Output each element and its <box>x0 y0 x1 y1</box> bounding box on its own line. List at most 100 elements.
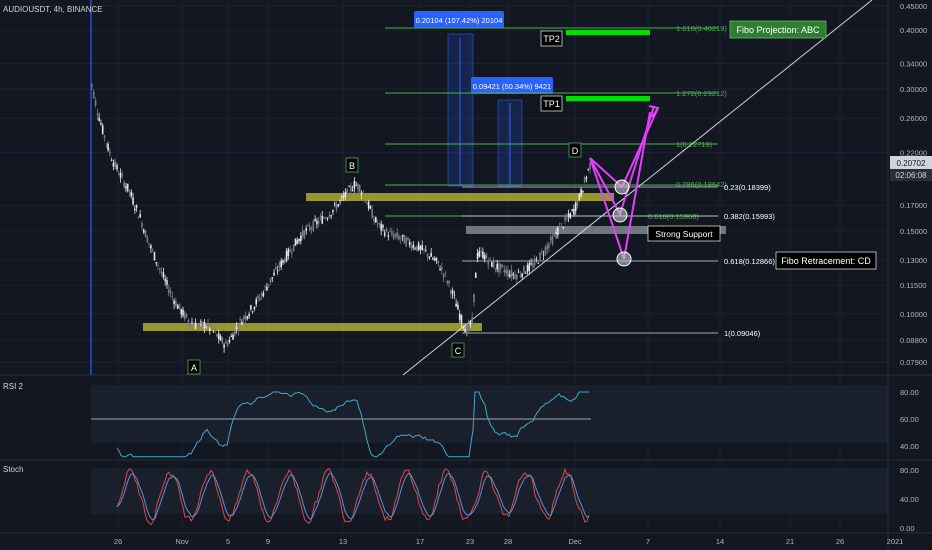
rsi-axis[interactable]: 80.00 60.00 40.00 <box>900 388 919 451</box>
candle-body <box>492 261 495 268</box>
candle-body <box>378 222 381 224</box>
candle-body <box>442 273 445 278</box>
fib-retracement-levels[interactable]: 0.23(0.18399) 0.382(0.15993) 0.618(0.128… <box>462 183 775 338</box>
candle-body <box>187 320 190 323</box>
candle-body <box>482 251 484 259</box>
candle-body <box>412 244 415 248</box>
candle-body <box>405 238 407 246</box>
candle-body <box>364 200 366 202</box>
stoch-axis[interactable]: 80.00 40.00 0.00 <box>900 466 919 533</box>
price-tick-label: 0.07900 <box>900 358 927 367</box>
candle-body <box>230 335 233 337</box>
candle-body <box>421 245 424 251</box>
candle-body <box>157 264 159 266</box>
measure-tool-large[interactable]: 0.20104 (107.42%) 20104 <box>414 11 504 187</box>
candle-body <box>344 191 347 197</box>
fib-projection-text-0786: 0.786(0.18642) <box>676 180 727 189</box>
candle-body <box>464 328 466 333</box>
candle-body <box>457 304 459 310</box>
stoch-title: Stoch <box>3 465 23 474</box>
candle-body <box>219 336 222 341</box>
candle-body <box>251 311 254 313</box>
candle-body <box>178 303 181 309</box>
candle-body <box>544 247 547 255</box>
candle-body <box>210 325 213 329</box>
candle-body <box>460 315 463 324</box>
candle-body <box>373 218 375 222</box>
time-tick-label: 14 <box>716 537 724 546</box>
candle-body <box>328 215 331 218</box>
candle-body <box>549 236 552 241</box>
stoch-band <box>91 468 888 514</box>
candle-body <box>123 181 125 188</box>
candle-body <box>225 341 227 344</box>
candle-body <box>167 289 170 294</box>
candle-body <box>533 258 536 266</box>
candle-body <box>114 160 117 168</box>
candle-body <box>317 220 320 224</box>
candle-body <box>587 168 590 170</box>
support-zone-a-c[interactable] <box>143 323 482 331</box>
candle-body <box>562 226 565 229</box>
candle-body <box>410 246 413 249</box>
price-tick-label: 0.08800 <box>900 336 927 345</box>
candle-body <box>214 329 216 331</box>
candle-body <box>153 252 156 261</box>
candle-body <box>212 330 215 332</box>
candle-body <box>430 252 432 257</box>
candle-body <box>567 213 570 218</box>
time-axis[interactable]: 26 Nov 5 9 13 17 23 28 Dec 7 14 21 26 2021 <box>114 537 904 546</box>
time-tick-label: 2021 <box>887 537 904 546</box>
tp1-label-box: TP1 <box>540 95 563 112</box>
candle-body <box>117 174 120 176</box>
candle-body <box>92 91 95 98</box>
candle-body <box>565 218 568 219</box>
candle-body <box>576 201 579 206</box>
candle-body <box>121 174 124 176</box>
candle-body <box>557 227 559 236</box>
candle-body <box>135 205 138 208</box>
candle-body <box>287 248 290 257</box>
price-axis[interactable]: 0.45000 0.40000 0.34000 0.30000 0.26000 0.220… <box>900 2 927 367</box>
candle-body <box>503 269 506 273</box>
stoch-tick-label: 40.00 <box>900 495 919 504</box>
svg-text:B: B <box>349 161 355 171</box>
time-tick-label: 26 <box>836 537 844 546</box>
candle-body <box>532 263 534 268</box>
target-circle-1 <box>614 179 630 195</box>
candle-body <box>337 204 340 207</box>
candle-body <box>528 263 531 271</box>
candle-body <box>185 313 188 318</box>
candle-body <box>242 316 245 320</box>
candle-body <box>98 117 100 121</box>
resistance-zone-b[interactable] <box>306 193 614 201</box>
candle-body <box>126 183 129 191</box>
candle-body <box>471 317 473 323</box>
candle-body <box>480 251 482 253</box>
candle-body <box>216 334 218 337</box>
candle-body <box>255 299 258 305</box>
candle-body <box>200 321 202 322</box>
candle-body <box>301 229 304 237</box>
candle-body <box>191 322 193 324</box>
time-tick-label: 9 <box>266 537 270 546</box>
measure-tool-small[interactable]: 0.09421 (50.34%) 9421 <box>471 77 553 187</box>
candle-body <box>399 238 402 240</box>
candle-body <box>321 215 324 224</box>
candle-body <box>205 327 208 329</box>
candle-body <box>524 272 527 274</box>
candle-body <box>521 273 523 277</box>
svg-text:Fibo Projection: ABC: Fibo Projection: ABC <box>736 25 820 35</box>
candle-body <box>164 278 166 282</box>
countdown-text: 02:06:08 <box>895 171 927 180</box>
strong-support-zone[interactable] <box>466 226 726 234</box>
svg-text:D: D <box>572 146 579 156</box>
time-tick-label: Dec <box>568 537 582 546</box>
candle-body <box>564 216 566 221</box>
candle-body <box>494 268 497 269</box>
candle-body <box>237 329 240 331</box>
tp1-label: TP1 <box>543 99 560 109</box>
tp2-label: TP2 <box>543 34 560 44</box>
candle-body <box>426 253 429 257</box>
candle-body <box>498 263 500 273</box>
